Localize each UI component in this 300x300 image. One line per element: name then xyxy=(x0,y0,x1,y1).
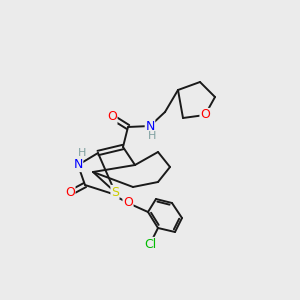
Text: N: N xyxy=(145,119,155,133)
Text: O: O xyxy=(65,187,75,200)
Text: Cl: Cl xyxy=(144,238,156,250)
Text: O: O xyxy=(107,110,117,124)
Text: O: O xyxy=(200,109,210,122)
Text: N: N xyxy=(73,158,83,172)
Text: H: H xyxy=(78,148,86,158)
Text: S: S xyxy=(111,185,119,199)
Text: O: O xyxy=(123,196,133,209)
Text: H: H xyxy=(148,131,156,141)
